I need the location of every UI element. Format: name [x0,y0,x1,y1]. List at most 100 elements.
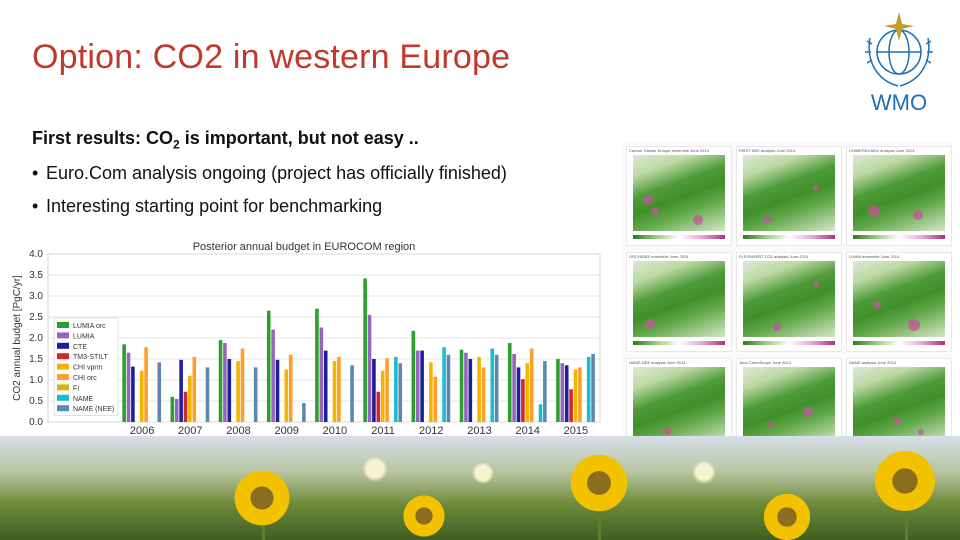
bar [380,370,385,422]
bar [218,340,223,422]
flux-anomaly-blob [663,427,671,435]
flux-map-title: FIRST NEE analysis June 2014 [739,148,796,153]
legend-swatch [57,353,69,360]
budget-chart-svg: 0.0 0.5 1.0 1.5 2.0 2.5 3.0 3.5 4.0 Posterior ann… [12,241,601,437]
x-tick-label: 2010 [323,425,347,437]
bar [376,391,381,422]
flux-map-colorbar [633,235,725,239]
bullet-item: • Euro.Com analysis ongoing (project has … [32,163,507,184]
flux-map-title: Jena CarboScope June 2014 [739,360,791,365]
bar [481,367,486,422]
y-tick-label: 4.0 [29,249,43,260]
flux-map-title: NAME-NEE analysis June 2014 [629,360,686,365]
bar [183,391,188,422]
white-flower [470,460,496,486]
bullet-dot-icon: • [32,196,39,216]
yellow-flower [400,492,448,540]
bar [350,365,354,422]
flux-map-colorbar [853,341,945,345]
legend-swatch [57,374,69,380]
flux-anomaly-blob [813,185,819,191]
bar [170,396,175,422]
x-tick-label: 2014 [515,425,539,437]
legend-label: LUMIA orc [73,323,106,330]
bar [223,343,227,422]
y-tick-label: 2.5 [29,312,43,323]
bar [490,348,495,422]
intro-prefix: First results: CO [32,128,174,148]
flux-map-panel: Carbon Tracker Europe ensemble June 2014 [626,146,732,246]
x-tick-label: 2011 [371,425,395,437]
flux-map-title: Carbon Tracker Europe ensemble June 2014 [629,148,709,153]
bar [144,347,148,422]
legend-label: CHI orc [73,375,97,382]
bar [529,348,534,422]
flux-map-panel: FLEXINVERT CO2 analysis June 2014 [736,252,842,352]
bar [288,354,293,422]
bar [372,359,376,422]
legend-swatch [57,394,69,401]
bar [507,343,512,422]
bar [468,359,473,422]
slide-title: Option: CO2 in western Europe [32,38,511,76]
flux-anomaly-blob [773,323,781,331]
intro-subscript: 2 [173,137,180,152]
y-tick-label: 0.5 [29,396,43,407]
flux-anomaly-blob [803,407,813,417]
bar [205,367,210,422]
flux-anomaly-blob [908,319,920,331]
flux-map-colorbar [743,341,835,345]
flux-map-panel: FIRST NEE analysis June 2014 [736,146,842,246]
y-axis-label: CO2 annual budget [PgC/yr] [12,275,23,401]
bar [429,362,433,422]
legend-label: CHI vprm [73,365,103,372]
y-tick-label: 1.5 [29,354,43,365]
flux-map-title: ORCHIDEE ensemble June 2014 [629,254,689,259]
flux-map-panel: CHIMERE/LMDz analysis June 2014 [846,146,952,246]
intro-text: First results: CO2 is important, but not… [32,128,419,152]
bar [446,354,451,422]
bar [188,375,192,422]
bar [411,330,416,422]
legend-swatch [57,322,69,328]
bar [367,314,372,422]
flux-map-title: FLEXINVERT CO2 analysis June 2014 [739,254,809,259]
flux-map-title: NAME analysis June 2014 [849,360,896,365]
bar [569,389,573,422]
meadow-photo [0,436,960,540]
legend-swatch [57,384,69,391]
budget-chart: 0.0 0.5 1.0 1.5 2.0 2.5 3.0 3.5 4.0 Posterior ann… [8,240,604,440]
legend-label: CTE [73,344,87,351]
bar [459,349,464,422]
flux-map-image [853,367,945,443]
bar [337,356,341,422]
yellow-flower [760,490,814,540]
bar [179,359,183,422]
flux-anomaly-blob [693,215,703,225]
flux-anomaly-blob [645,319,655,329]
flux-anomaly-blob [918,429,924,435]
bar [525,363,530,422]
flux-map-image [633,261,725,337]
yellow-flower [566,450,632,516]
x-tick-label: 2012 [419,425,443,437]
bar [253,367,258,422]
flux-map-colorbar [743,235,835,239]
flux-map-title: CHIMERE/LMDz analysis June 2014 [849,148,915,153]
flux-map-image [743,261,835,337]
bar [240,348,245,422]
x-tick-label: 2009 [274,425,298,437]
bar [302,403,306,422]
bar [332,361,337,422]
bar [131,366,135,422]
legend-label: NAME [73,396,94,403]
bullet-text: Euro.Com analysis ongoing (project has o… [46,163,507,183]
flux-anomaly-blob [763,215,771,223]
flux-map-colorbar [633,341,725,345]
bar [275,359,280,422]
bar [586,356,591,422]
flux-map-image [853,155,945,231]
bar [266,310,271,422]
legend-label: TM3-STILT [73,354,109,361]
bar [227,359,232,422]
